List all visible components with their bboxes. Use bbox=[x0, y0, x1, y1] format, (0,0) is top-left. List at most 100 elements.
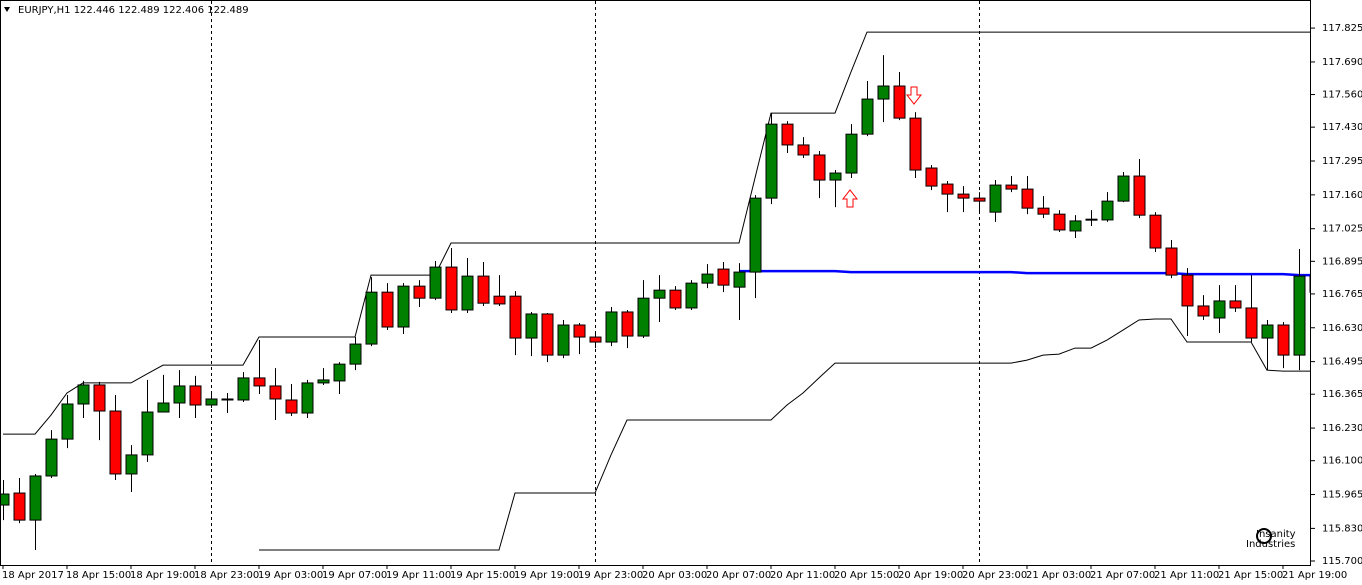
candle-body bbox=[717, 268, 730, 286]
candle-body bbox=[1165, 247, 1178, 276]
watermark-icon bbox=[1256, 528, 1272, 544]
y-tick-label: 116.365 bbox=[1322, 389, 1362, 400]
candle-body bbox=[61, 403, 74, 440]
candle-body bbox=[1021, 188, 1034, 209]
candle-body bbox=[637, 297, 650, 337]
y-tick-label: 115.965 bbox=[1322, 490, 1362, 501]
candle-body bbox=[765, 123, 778, 199]
y-tick-label: 116.765 bbox=[1322, 289, 1362, 300]
candle-body bbox=[413, 285, 426, 299]
x-tick-label: 19 Apr 15:00 bbox=[450, 570, 515, 581]
candle-body bbox=[1181, 274, 1194, 307]
symbol-header: EURJPY,H1 122.446 122.489 122.406 122.48… bbox=[18, 5, 249, 16]
candle-body bbox=[333, 363, 346, 382]
y-tick-label: 116.630 bbox=[1322, 323, 1362, 334]
candle-body bbox=[285, 399, 298, 414]
candle-body bbox=[13, 492, 26, 521]
y-tick-label: 117.430 bbox=[1322, 122, 1362, 133]
x-tick-label: 21 Apr 11:00 bbox=[1154, 570, 1219, 581]
y-tick-label: 116.100 bbox=[1322, 456, 1362, 467]
candle-body bbox=[845, 133, 858, 174]
sell-arrow bbox=[905, 86, 923, 105]
x-tick-label: 20 Apr 03:00 bbox=[642, 570, 707, 581]
candle-body bbox=[253, 377, 266, 387]
indicator-line bbox=[739, 269, 1310, 277]
candle-body bbox=[349, 343, 362, 365]
candle-body bbox=[1277, 324, 1290, 356]
candle-body bbox=[621, 311, 634, 337]
x-tick-label: 21 Apr 19:00 bbox=[1282, 570, 1347, 581]
x-tick-label: 20 Apr 23:00 bbox=[962, 570, 1027, 581]
candle-body bbox=[877, 85, 890, 100]
candle-body bbox=[125, 454, 138, 475]
y-tick-label: 116.230 bbox=[1322, 423, 1362, 434]
x-tick-label: 20 Apr 19:00 bbox=[898, 570, 963, 581]
candle-body bbox=[141, 411, 154, 456]
candle-body bbox=[1085, 218, 1098, 221]
candle-body bbox=[157, 402, 170, 413]
x-tick-label: 19 Apr 07:00 bbox=[322, 570, 387, 581]
watermark: Industries bbox=[1246, 539, 1295, 550]
y-tick-label: 115.830 bbox=[1322, 523, 1362, 534]
watermark: Insanity bbox=[1256, 529, 1296, 540]
candle-body bbox=[29, 475, 42, 521]
candle-body bbox=[1117, 175, 1130, 202]
candle-body bbox=[605, 311, 618, 343]
x-tick-label: 20 Apr 11:00 bbox=[770, 570, 835, 581]
candle-body bbox=[573, 324, 586, 338]
candle-body bbox=[925, 167, 938, 187]
candle-body bbox=[525, 313, 538, 339]
candle-body bbox=[781, 123, 794, 146]
candle-body bbox=[493, 295, 506, 305]
candle-body bbox=[541, 313, 554, 356]
day-separators bbox=[211, 1, 980, 565]
candle-body bbox=[1069, 220, 1082, 232]
candle-body bbox=[429, 266, 442, 299]
candle-body bbox=[221, 398, 234, 401]
candle-body bbox=[1309, 275, 1310, 293]
candle-body bbox=[1229, 300, 1242, 309]
x-tick-label: 21 Apr 03:00 bbox=[1026, 570, 1091, 581]
candle-body bbox=[1, 493, 10, 506]
candle-body bbox=[669, 289, 682, 309]
y-tick-label: 116.495 bbox=[1322, 357, 1362, 368]
buy-arrow bbox=[841, 189, 859, 208]
candle-body bbox=[77, 384, 90, 405]
candle-body bbox=[653, 289, 666, 299]
candle-body bbox=[93, 384, 106, 412]
x-tick-label: 21 Apr 07:00 bbox=[1090, 570, 1155, 581]
candle-body bbox=[205, 398, 218, 406]
x-tick-label: 19 Apr 23:00 bbox=[578, 570, 643, 581]
candle-body bbox=[1261, 324, 1274, 339]
candle-body bbox=[109, 410, 122, 475]
candle-body bbox=[1101, 200, 1114, 221]
candle-body bbox=[1037, 207, 1050, 215]
candle-body bbox=[557, 324, 570, 356]
candle-body bbox=[733, 271, 746, 288]
candle-body bbox=[989, 184, 1002, 213]
candle-body bbox=[909, 117, 922, 171]
candle-body bbox=[941, 183, 954, 195]
x-tick-label: 18 Apr 23:00 bbox=[194, 570, 259, 581]
y-tick-label: 117.825 bbox=[1322, 23, 1362, 34]
candle-body bbox=[45, 438, 58, 477]
candle-body bbox=[269, 385, 282, 400]
y-tick-label: 117.295 bbox=[1322, 156, 1362, 167]
candle-body bbox=[1197, 305, 1210, 317]
y-tick-label: 117.160 bbox=[1322, 190, 1362, 201]
candle-body bbox=[1149, 214, 1162, 249]
x-tick-label: 20 Apr 07:00 bbox=[706, 570, 771, 581]
x-tick-label: 21 Apr 15:00 bbox=[1218, 570, 1283, 581]
candle-body bbox=[1053, 213, 1066, 231]
candle-body bbox=[861, 98, 874, 135]
x-tick-label: 18 Apr 15:00 bbox=[66, 570, 131, 581]
candle-body bbox=[1245, 307, 1258, 339]
y-tick-label: 117.690 bbox=[1322, 57, 1362, 68]
x-tick-label: 20 Apr 15:00 bbox=[834, 570, 899, 581]
candle-body bbox=[477, 275, 490, 304]
candle-body bbox=[957, 193, 970, 199]
candle-body bbox=[813, 154, 826, 181]
x-tick-label: 19 Apr 11:00 bbox=[386, 570, 451, 581]
candle-body bbox=[365, 291, 378, 345]
